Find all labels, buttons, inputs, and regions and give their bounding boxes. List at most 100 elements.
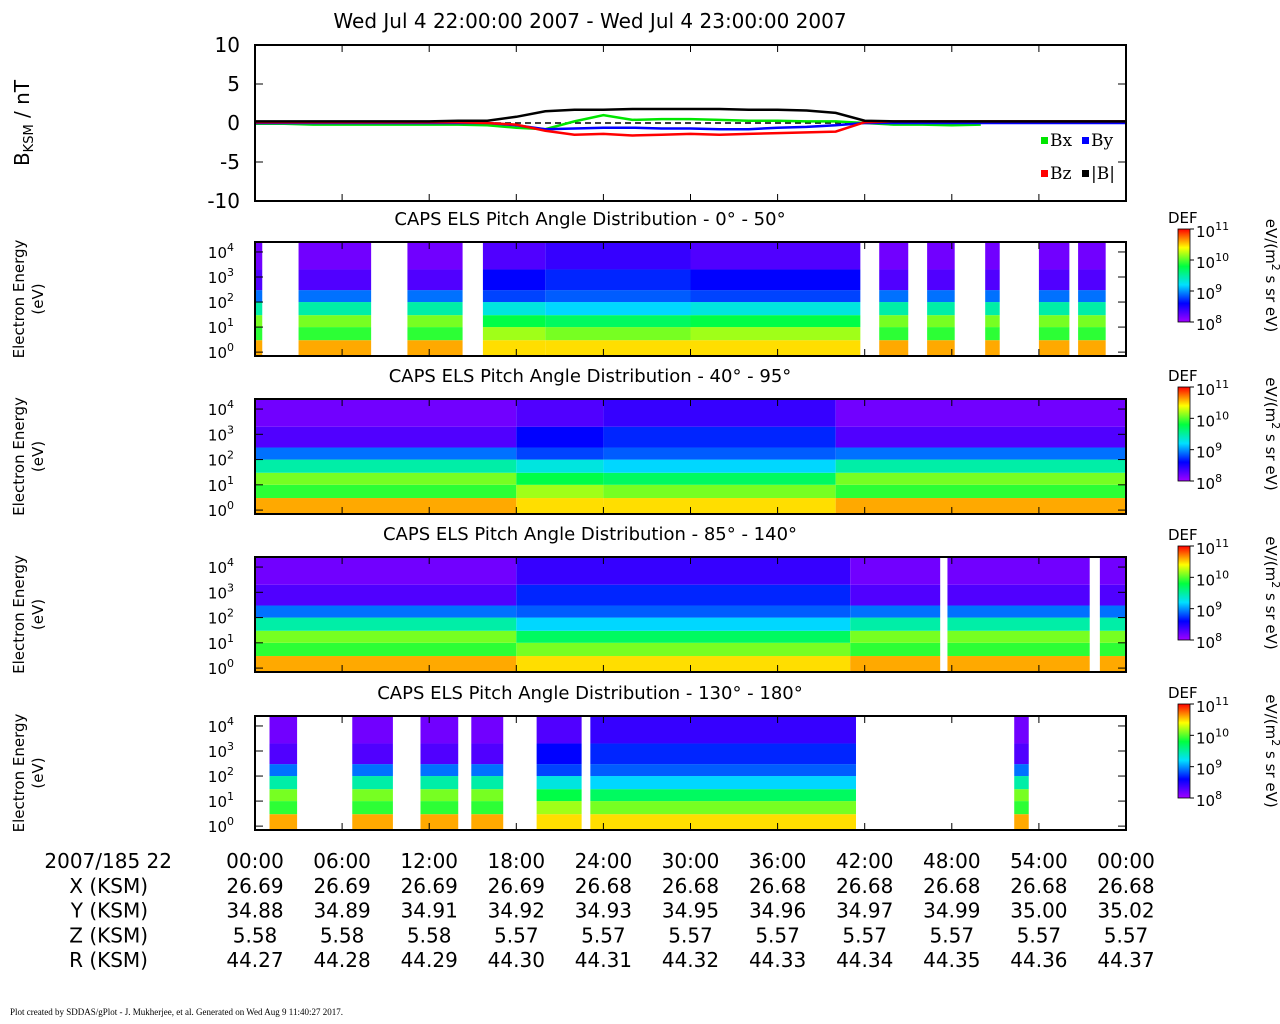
panel-title: CAPS ELS Pitch Angle Distribution - 85° … bbox=[383, 524, 797, 545]
panel-title: CAPS ELS Pitch Angle Distribution - 0° -… bbox=[394, 209, 785, 230]
heatmap-cell bbox=[255, 605, 517, 618]
heatmap-cell bbox=[850, 642, 941, 657]
tick-base: 10 bbox=[208, 660, 227, 678]
tick-exponent: 4 bbox=[227, 241, 234, 254]
heatmap-cell bbox=[255, 315, 263, 328]
heatmap-cell bbox=[420, 743, 459, 765]
heatmap-cell bbox=[985, 315, 1000, 328]
heatmap-cell bbox=[516, 426, 604, 448]
heatmap-cell bbox=[352, 789, 393, 802]
y-axis-label: Electron Energy bbox=[10, 397, 28, 516]
heatmap-cell bbox=[269, 801, 298, 815]
label-rest: s sr eV) bbox=[1262, 271, 1280, 332]
tick-exponent: 11 bbox=[1215, 378, 1229, 391]
heatmap-cell bbox=[1078, 302, 1106, 316]
label-sup: 2 bbox=[1269, 422, 1280, 429]
heatmap-cell bbox=[298, 340, 372, 356]
heatmap-cell bbox=[407, 315, 463, 328]
tick-base: 10 bbox=[1196, 381, 1215, 399]
tick-exponent: 10 bbox=[1215, 726, 1229, 739]
ephemeris-value: 26.68 bbox=[1010, 874, 1067, 898]
heatmap-cell bbox=[255, 459, 517, 473]
y-axis-label: Electron Energy bbox=[10, 239, 28, 358]
tick-exponent: 3 bbox=[227, 423, 234, 436]
heatmap-cell bbox=[298, 269, 372, 291]
heatmap-cell bbox=[269, 814, 298, 830]
heatmap-cell bbox=[690, 302, 861, 316]
heatmap-cell bbox=[1099, 605, 1126, 618]
heatmap-cell bbox=[590, 716, 856, 744]
ephemeris-value: 44.30 bbox=[488, 948, 545, 972]
heatmap-cell bbox=[471, 776, 504, 790]
ephemeris-value: 34.99 bbox=[923, 899, 980, 923]
tick-base: 10 bbox=[208, 269, 227, 287]
series-line bbox=[255, 107, 1126, 123]
colorbar-tick-label: 108 bbox=[1196, 631, 1222, 652]
heatmap-cell bbox=[482, 327, 546, 341]
y-tick-label: 102 bbox=[208, 449, 234, 470]
tick-base: 10 bbox=[208, 502, 227, 520]
ephemeris-value: 34.95 bbox=[662, 899, 719, 923]
y-tick-label: 104 bbox=[208, 556, 234, 577]
y-tick-label: 102 bbox=[208, 765, 234, 786]
heatmap-cell bbox=[471, 789, 504, 802]
tick-base: 10 bbox=[1196, 603, 1215, 621]
colorbar-tick-label: 1011 bbox=[1196, 695, 1229, 716]
heatmap-cell bbox=[590, 764, 856, 777]
heatmap-cell bbox=[471, 743, 504, 765]
ephemeris-value: 44.28 bbox=[313, 948, 370, 972]
heatmap-cell bbox=[590, 776, 856, 790]
heatmap-cell bbox=[298, 302, 372, 316]
heatmap-cell bbox=[516, 617, 851, 631]
y-tick-label: 100 bbox=[208, 499, 234, 520]
heatmap-cell bbox=[471, 814, 504, 830]
heatmap-cell bbox=[850, 557, 941, 585]
ephemeris-value: 34.93 bbox=[575, 899, 632, 923]
heatmap-cell bbox=[879, 327, 909, 341]
tick-exponent: 4 bbox=[227, 715, 234, 728]
heatmap-cell bbox=[269, 776, 298, 790]
heatmap-cell bbox=[298, 315, 372, 328]
heatmap-cell bbox=[516, 484, 604, 499]
tick-exponent: 11 bbox=[1215, 537, 1229, 550]
label-sup: 2 bbox=[1269, 739, 1280, 746]
tick-base: 10 bbox=[208, 818, 227, 836]
heatmap-cell bbox=[1038, 327, 1070, 341]
ephemeris-value: 5.57 bbox=[930, 923, 975, 947]
heatmap-cell bbox=[420, 716, 459, 744]
tick-exponent: 2 bbox=[227, 607, 234, 620]
x-tick-label: 12:00 bbox=[400, 849, 458, 873]
heatmap-cell bbox=[879, 290, 909, 303]
heatmap-cell bbox=[536, 789, 582, 802]
ephemeris-value: 26.68 bbox=[575, 874, 632, 898]
panel-title: CAPS ELS Pitch Angle Distribution - 130°… bbox=[377, 683, 803, 704]
heatmap-cell bbox=[255, 642, 517, 657]
heatmap-cell bbox=[835, 447, 1126, 460]
colorbar-title: DEF bbox=[1168, 209, 1198, 227]
tick-base: 10 bbox=[208, 294, 227, 312]
heatmap-cell bbox=[255, 584, 517, 606]
ephemeris-row-name: Y (KSM) bbox=[70, 899, 148, 923]
tick-base: 10 bbox=[1196, 316, 1215, 334]
heatmap-cell bbox=[482, 290, 546, 303]
colorbar bbox=[1177, 545, 1191, 641]
x-tick-label: 24:00 bbox=[575, 849, 633, 873]
tick-exponent: 0 bbox=[227, 341, 234, 354]
heatmap-cell bbox=[298, 242, 372, 270]
heatmap-cell bbox=[471, 764, 504, 777]
y-tick-label: 101 bbox=[208, 474, 234, 495]
ephemeris-value: 26.68 bbox=[1097, 874, 1154, 898]
legend-swatch bbox=[1082, 137, 1089, 144]
heatmap-cell bbox=[835, 399, 1126, 427]
y-tick-label: -10 bbox=[207, 189, 240, 213]
ephemeris-row-name: X (KSM) bbox=[69, 874, 148, 898]
plot-frame bbox=[254, 241, 1127, 357]
ephemeris-value: 5.57 bbox=[581, 923, 626, 947]
y-label-rest: / nT bbox=[10, 79, 34, 124]
legend-label: |B| bbox=[1091, 164, 1115, 184]
y-tick-label: 100 bbox=[208, 815, 234, 836]
label-rest: s sr eV) bbox=[1262, 588, 1280, 649]
ephemeris-value: 34.89 bbox=[313, 899, 370, 923]
tick-base: 10 bbox=[1196, 761, 1215, 779]
heatmap-cell bbox=[985, 269, 1000, 291]
